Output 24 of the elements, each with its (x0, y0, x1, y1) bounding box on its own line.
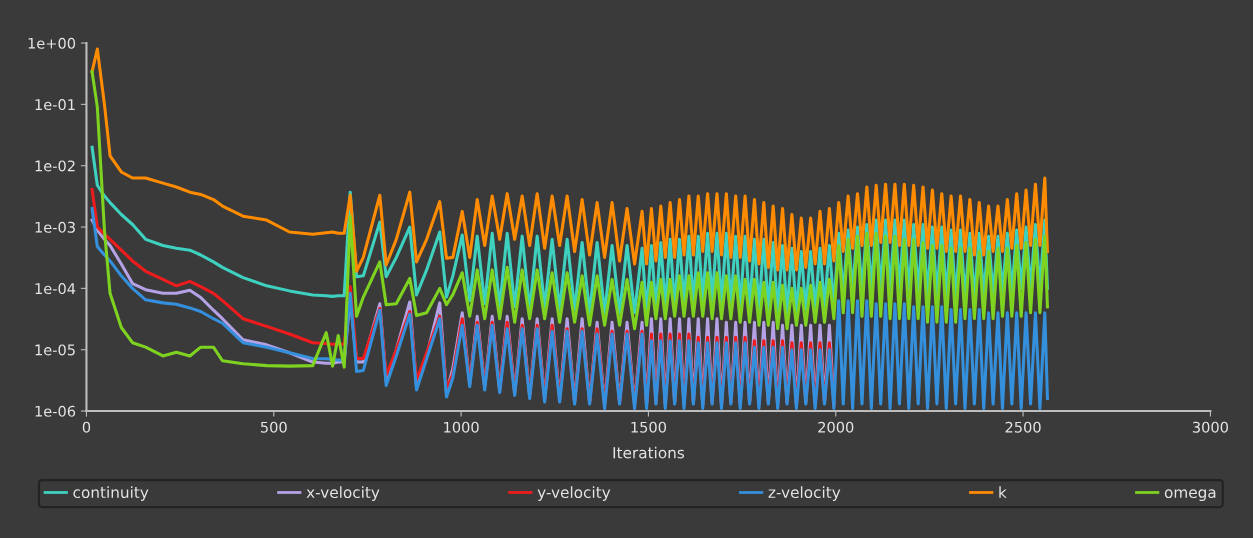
y-tick-label: 1e-02 (35, 160, 75, 172)
x-tick-label: 500 (260, 421, 287, 433)
x-tick-label: 2500 (1005, 421, 1041, 433)
x-tick-label: 1500 (631, 421, 667, 433)
legend-label: y-velocity (537, 486, 611, 502)
x-axis-title: Iterations (613, 446, 685, 459)
x-tick-label: 3000 (1192, 421, 1228, 433)
y-tick-label: 1e+00 (28, 37, 76, 49)
y-tick-label: 1e-04 (35, 283, 76, 295)
x-tick-label: 0 (82, 421, 91, 433)
y-tick-label: 1e-06 (35, 405, 76, 417)
x-tick-label: 2000 (818, 421, 854, 433)
line-series (90, 70, 1049, 369)
legend-label: omega (1164, 489, 1216, 502)
line-series (90, 207, 1049, 411)
y-tick-label: 1e-03 (35, 221, 75, 233)
y-tick-label: 1e-01 (35, 99, 75, 111)
legend-label: k (999, 486, 1007, 498)
legend-label: x-velocity (306, 486, 380, 502)
legend-label: continuity (73, 486, 149, 502)
y-tick-label: 1e-05 (35, 344, 75, 356)
x-tick-label: 1000 (444, 421, 479, 433)
legend-label: z-velocity (768, 486, 841, 502)
line-series (90, 47, 1049, 273)
